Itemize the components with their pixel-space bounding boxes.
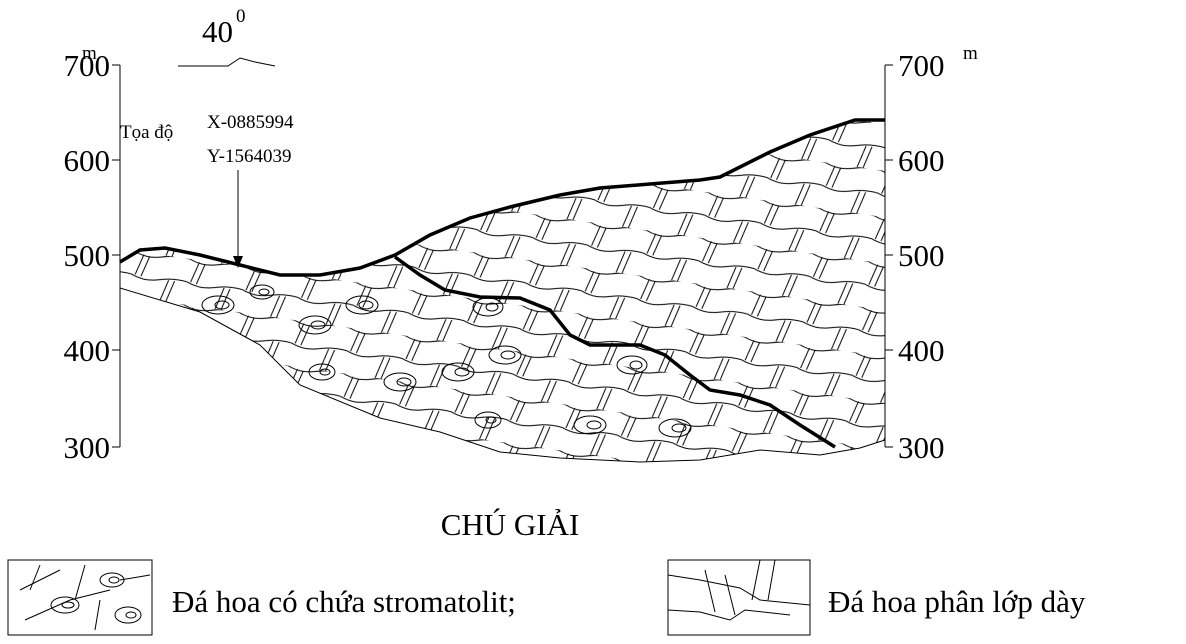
legend-title: CHÚ GIẢI (441, 507, 580, 542)
contact-line (393, 255, 836, 449)
angle: 40 (202, 14, 233, 49)
stromatolites (201, 284, 692, 438)
tick-label: 600 (64, 143, 111, 178)
tick-label: 400 (898, 333, 945, 368)
tick-label: 300 (898, 430, 945, 465)
coordinate-annotation: Tọa độ X-0885994 Y-1564039 (120, 112, 294, 268)
tick-label: 500 (64, 238, 111, 273)
unit: m (963, 43, 978, 64)
tick-label: 300 (64, 430, 111, 465)
coordinate-x: X-0885994 (207, 112, 294, 133)
legend-swatch-layered (667, 559, 811, 636)
tick-label: 500 (898, 238, 945, 273)
tick-label: 700 (64, 48, 111, 83)
tick-label: 600 (898, 143, 945, 178)
coordinate-y: Y-1564039 (207, 146, 291, 167)
tick-label: 400 (64, 333, 111, 368)
legend-item: Đá hoa phân lớp dày (828, 584, 1086, 619)
coordinate-label: Tọa độ (120, 122, 173, 143)
legend-swatch-stromatolite (7, 559, 153, 636)
tick-label: 700 (898, 48, 945, 83)
unit: m (82, 43, 97, 64)
degree: 0 (236, 6, 246, 27)
surface-line (119, 118, 885, 277)
legend-item: Đá hoa có chứa stromatolit; (172, 584, 516, 619)
orientation: 40 0 (178, 6, 276, 67)
